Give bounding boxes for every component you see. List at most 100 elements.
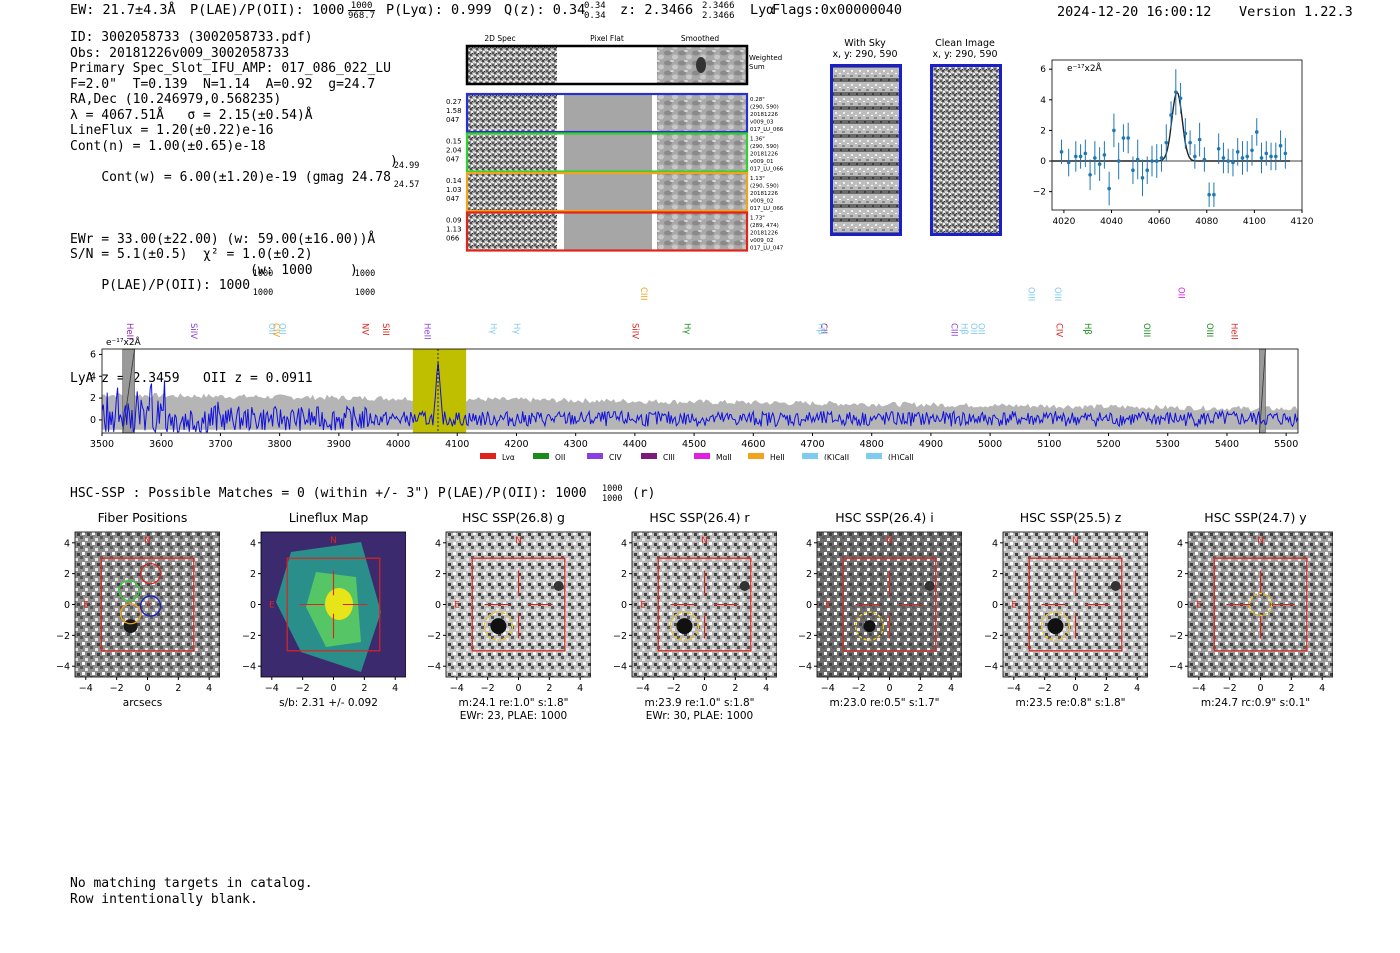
spectrum-x-tick-label: 3500 (90, 439, 114, 450)
qz-bounds: 0.34 0.34 (584, 1, 606, 21)
fiber-meta: v009_02 (750, 199, 774, 205)
cutout-caption-line: m:23.9 re:1.0" s:1.8" (644, 697, 755, 709)
fiber-spectra-panel: 2D Spec Pixel Flat Smoothed Weighted Sum… (446, 34, 784, 252)
cutout-x-tick-label: 0 (330, 683, 336, 694)
zoom-y-tick-label: −2 (1033, 188, 1046, 198)
east-label: E (640, 601, 646, 611)
zoom-y-tick-label: 2 (1040, 126, 1046, 136)
cutout-y-tick-label: −4 (613, 662, 627, 673)
zoom-data-point (1107, 186, 1111, 191)
cutout-y-tick-label: −4 (242, 662, 256, 673)
line-marker-label: Hγ (682, 323, 692, 334)
cutout-caption-line: m:23.0 re:0.5" s:1.7" (829, 697, 940, 709)
cutout-y-tick-label: 4 (435, 538, 441, 549)
zoom-data-point (1269, 154, 1273, 159)
cutout-x-tick-label: 0 (886, 683, 892, 694)
fiber-2dspec (467, 173, 557, 211)
line-marker-label: OII (968, 323, 978, 335)
source-blob (490, 618, 507, 635)
spectrum-x-tick-label: 3800 (268, 439, 292, 450)
east-label: E (1011, 601, 1017, 611)
hsc-summary-text: HSC-SSP : Possible Matches = 0 (within +… (70, 486, 587, 501)
fiber-meta: 017_LU_066 (750, 206, 784, 212)
zoom-data-point (1097, 162, 1102, 166)
cutout-caption: m:24.1 re:1.0" s:1.8" EWr: 23, PLAE: 1000 (431, 697, 596, 723)
fiber-circle (139, 595, 162, 617)
cutout-x-tick-label: 2 (732, 683, 738, 694)
info-plae-w-bounds: 1000 1000 (324, 261, 375, 309)
gmag-lower: 24.57 (393, 179, 420, 190)
spectrum-x-tick-label: 5500 (1274, 439, 1298, 450)
spectrum-x-tick-label: 3700 (208, 439, 232, 450)
clean-image-header: Clean Image x, y: 290, 590 (920, 38, 1010, 60)
cutout-x-tick-label: −4 (1192, 683, 1206, 694)
north-label: N (886, 536, 893, 546)
fiber-meta: v009_02 (750, 238, 774, 244)
cutout-plot: N E 4 2 0 −2 −4 −4 −2 0 2 4 (1169, 531, 1333, 694)
cutout-y-tick-label: 0 (992, 600, 998, 611)
cutout-x-tick-label: −4 (1007, 683, 1021, 694)
col-title-2dspec: 2D Spec (484, 34, 515, 43)
plae-lower: 968.7 (348, 10, 376, 21)
legend-label: CIV (609, 453, 622, 460)
spectrum-flux-line (101, 362, 1299, 434)
zoom-data-point (1183, 131, 1188, 136)
cutout-x-tick-label: 2 (917, 683, 923, 694)
cutout-panel: HSC SSP(26.4) r (617, 510, 782, 525)
spectrum-x-tick-label: 3600 (149, 439, 173, 450)
fiber-meta: 20181226 (750, 191, 778, 197)
spectrum-x-tick-label: 4800 (860, 439, 884, 450)
source-blob (863, 620, 876, 633)
zoom-data-point (1283, 151, 1288, 156)
info-redshifts: LyA z = 2.3459 OII z = 0.0911 (70, 371, 313, 386)
cutout-y-tick-label: 0 (64, 600, 70, 611)
fiber-meta: 1.73" (750, 216, 765, 222)
source-blob (1047, 618, 1064, 635)
zoom-data-point (1216, 146, 1221, 151)
zoom-x-tick-label: 4080 (1195, 217, 1218, 227)
search-box (286, 557, 381, 652)
zoom-data-point (1221, 156, 1226, 160)
cutout-x-tick-label: −2 (667, 683, 681, 694)
cutout-x-tick-label: 4 (577, 683, 583, 694)
with-sky-image (830, 64, 902, 236)
timestamp: 2024-12-20 16:00:12 (1057, 4, 1212, 20)
north-label: N (144, 536, 151, 546)
search-box (1028, 557, 1123, 652)
legend-label: Lyα (502, 453, 515, 460)
info-cont-n: Cont(n) = 1.00(±0.65)e-18 (70, 138, 266, 154)
zoom-data-point (1212, 192, 1216, 197)
source-aperture (1040, 611, 1071, 641)
spectrum-x-tick-label: 4300 (564, 439, 588, 450)
legend-swatch (866, 453, 882, 459)
search-box (842, 557, 937, 652)
zoom-data-point (1278, 143, 1283, 148)
cutout-y-tick-label: 2 (992, 569, 998, 580)
north-label: N (701, 536, 708, 546)
spectrum-x-tick-label: 4000 (386, 439, 410, 450)
line-marker-label: OIII (1204, 323, 1214, 337)
cutout-x-tick-label: 4 (206, 683, 212, 694)
zoom-data-point (1102, 153, 1107, 157)
legend-label: OII (555, 453, 565, 460)
zoom-data-point (1059, 150, 1064, 154)
fiber-meta: 1.36" (750, 137, 765, 143)
spectrum-x-tick-label: 4200 (504, 439, 528, 450)
fiber-smoothed (657, 173, 747, 211)
cutout-x-tick-label: −4 (450, 683, 464, 694)
zoom-data-point (1274, 154, 1278, 159)
zoom-x-tick-label: 4060 (1148, 217, 1171, 227)
zoom-data-point (1231, 160, 1235, 165)
cutout-caption-line: m:24.1 re:1.0" s:1.8" (458, 697, 569, 709)
with-sky-coords: x, y: 290, 590 (832, 49, 898, 60)
info-sn-chi2: S/N = 5.1(±0.5) χ² = 1.0(±0.2) (70, 247, 313, 262)
fiber-pixelflat (564, 94, 652, 132)
north-label: N (330, 536, 337, 546)
fiber-stat: 1.13 (446, 226, 462, 234)
cutout-x-tick-label: 4 (392, 683, 398, 694)
cutout-y-tick-label: −4 (427, 662, 441, 673)
cutout-caption: m:23.5 re:0.8" s:1.8" (988, 697, 1153, 710)
